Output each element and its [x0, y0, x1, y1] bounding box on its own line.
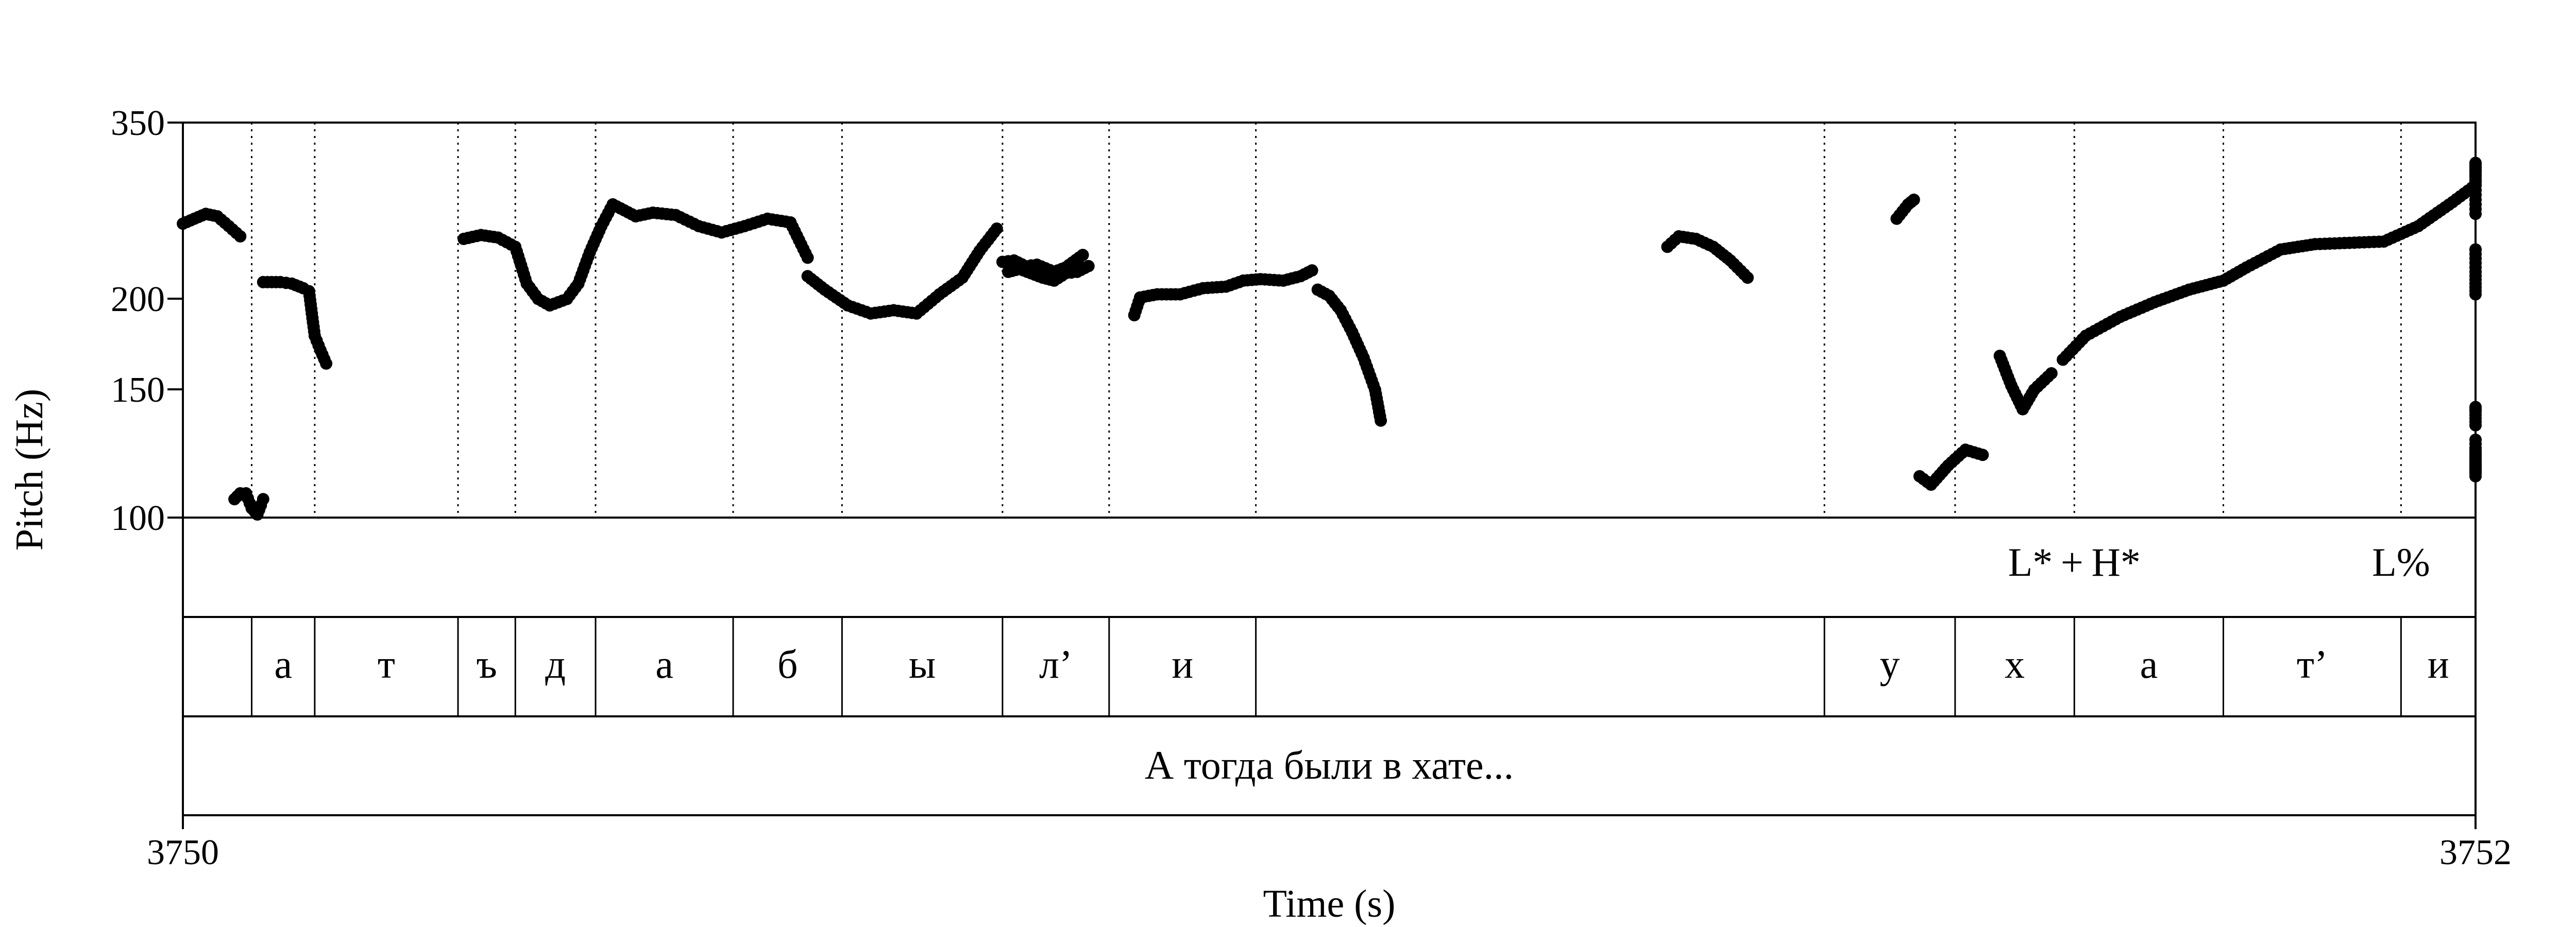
- x-tick-label-end: 3752: [2439, 833, 2512, 872]
- pitch-point-3-26: [320, 357, 333, 370]
- boundary-lines: [251, 123, 2402, 716]
- tone-label-0: L* + H*: [2008, 540, 2141, 585]
- tone-tier: L* + H* L%: [2008, 540, 2430, 585]
- x-axis-label: Time (s): [1263, 882, 1396, 925]
- y-tick-label-200: 200: [111, 280, 165, 319]
- segment-tier: а т ъ д а б ы л’ и у х а т’ и: [274, 642, 2449, 686]
- pitch-point-2-3: [257, 493, 269, 506]
- y-tick-label-150: 150: [111, 370, 165, 410]
- x-axis: [182, 815, 2477, 829]
- pitch-point-13-23: [2045, 367, 2058, 380]
- pitch-point-6-20: [1082, 260, 1095, 272]
- pitch-point-5-51: [990, 222, 1003, 235]
- pitch-track: [177, 157, 2482, 521]
- segment-label-11: у: [1880, 642, 1900, 686]
- segment-label-15: и: [2428, 642, 2449, 686]
- segment-label-6: б: [777, 642, 798, 686]
- pitch-point-12-18: [1976, 449, 1989, 461]
- segment-label-2: т: [378, 642, 395, 686]
- segment-label-14: т’: [2297, 642, 2328, 686]
- segment-label-8: л’: [1039, 642, 1073, 686]
- pitch-point-8-43: [1306, 264, 1318, 277]
- pitch-point-7-19: [1076, 249, 1089, 262]
- plot-border: [182, 122, 2477, 816]
- x-tick-label-start: 3750: [147, 833, 219, 872]
- segment-label-3: ъ: [476, 642, 497, 686]
- segment-label-5: а: [655, 642, 673, 686]
- segment-label-12: х: [2005, 642, 2025, 686]
- tone-label-1: L%: [2372, 540, 2430, 585]
- pitch-point-15-12: [2469, 288, 2482, 301]
- segment-label-4: д: [545, 642, 566, 686]
- pitch-point-10-21: [1741, 271, 1754, 284]
- y-tick-label-350: 350: [111, 104, 165, 143]
- pitch-point-4-101: [801, 251, 814, 264]
- segment-label-13: а: [2140, 642, 2158, 686]
- sentence-label: А тогда были в хате...: [1145, 743, 1514, 787]
- pitch-point-16-7: [2469, 419, 2482, 432]
- segment-label-9: и: [1172, 642, 1193, 686]
- pitch-point-17-24: [2469, 467, 2482, 480]
- y-axis-label: Pitch (Hz): [8, 389, 51, 551]
- pitch-point-14-120: [2469, 208, 2482, 220]
- segment-label-1: а: [274, 642, 292, 686]
- y-axis: [167, 122, 183, 519]
- pitch-point-0-15: [234, 230, 247, 243]
- pitch-point-9-32: [1375, 414, 1387, 427]
- y-tick-label-100: 100: [111, 499, 165, 538]
- segment-label-7: ы: [909, 642, 936, 686]
- figure-frame: [182, 122, 2477, 816]
- pitch-point-11-6: [1907, 193, 1920, 206]
